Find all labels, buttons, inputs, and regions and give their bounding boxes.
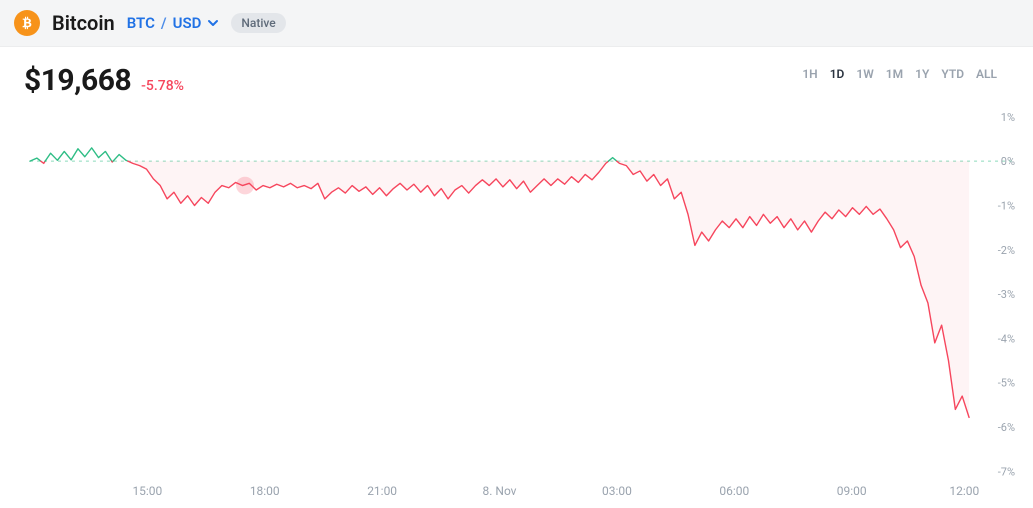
svg-text:-3%: -3%: [998, 288, 1015, 301]
range-tab-1w[interactable]: 1W: [856, 67, 873, 81]
svg-text:09:00: 09:00: [837, 484, 867, 498]
range-tabs: 1H 1D 1W 1M 1Y YTD ALL: [802, 67, 997, 81]
range-tab-1d[interactable]: 1D: [830, 67, 845, 81]
range-tab-ytd[interactable]: YTD: [941, 67, 964, 81]
range-tab-1y[interactable]: 1Y: [915, 67, 929, 81]
svg-text:-1%: -1%: [998, 200, 1015, 213]
price-value: $19,668: [24, 63, 131, 98]
svg-text:-2%: -2%: [998, 244, 1015, 257]
svg-text:12:00: 12:00: [949, 484, 979, 498]
range-tab-1m[interactable]: 1M: [886, 67, 903, 81]
range-tab-all[interactable]: ALL: [976, 67, 997, 81]
range-tab-1h[interactable]: 1H: [802, 67, 817, 81]
pair-selector[interactable]: BTC / USD: [127, 14, 220, 32]
pair-quote: USD: [173, 14, 202, 32]
native-pill[interactable]: Native: [231, 13, 285, 33]
svg-text:21:00: 21:00: [367, 484, 397, 498]
svg-text:06:00: 06:00: [719, 484, 749, 498]
price-change: -5.78%: [141, 78, 184, 94]
header: Bitcoin BTC / USD Native: [0, 0, 1033, 47]
svg-text:-6%: -6%: [998, 421, 1015, 434]
svg-text:1%: 1%: [1001, 111, 1015, 124]
bitcoin-icon: [14, 10, 40, 36]
chevron-down-icon: [207, 17, 219, 29]
svg-text:-7%: -7%: [998, 465, 1015, 478]
svg-text:15:00: 15:00: [132, 484, 162, 498]
coin-name: Bitcoin: [52, 11, 115, 35]
svg-text:03:00: 03:00: [602, 484, 632, 498]
svg-text:0%: 0%: [1001, 155, 1015, 168]
svg-text:8. Nov: 8. Nov: [483, 484, 517, 498]
svg-text:-5%: -5%: [998, 377, 1015, 390]
svg-text:18:00: 18:00: [250, 484, 280, 498]
chart: 1% 0% -1% -2% -3% -4% -5% -6% -7% 15:00 18:00 21:00…: [20, 107, 1019, 501]
pair-slash: /: [161, 14, 167, 32]
svg-text:-4%: -4%: [998, 332, 1015, 345]
pair-base: BTC: [127, 14, 155, 32]
